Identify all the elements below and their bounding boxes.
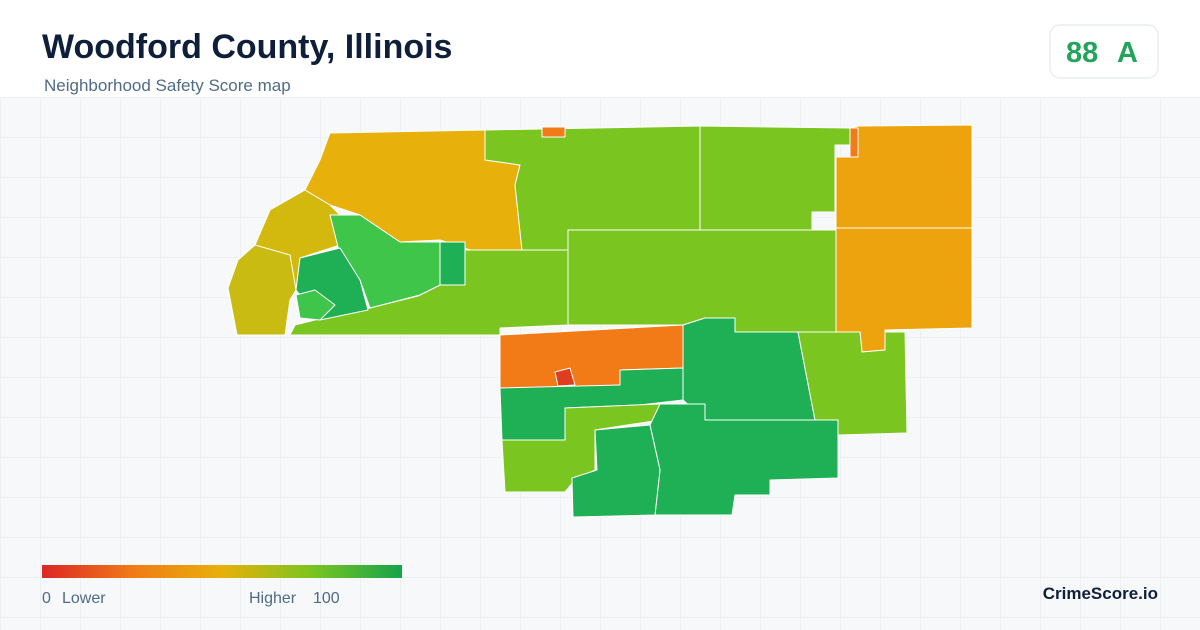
brand: CrimeScore.io [1043, 584, 1158, 603]
score-box [1049, 24, 1159, 79]
region [554, 367, 576, 387]
legend-min-label: Lower [62, 590, 106, 607]
legend-max: 100 [313, 590, 340, 607]
score-grade: A [1117, 37, 1138, 69]
title: Woodford County, Illinois [42, 28, 452, 66]
region [849, 127, 859, 158]
score-value: 88 [1066, 37, 1098, 69]
region [541, 126, 566, 138]
region [571, 424, 661, 518]
region [439, 241, 466, 286]
header-background [0, 0, 1200, 97]
legend-min: 0 [42, 590, 51, 607]
legend-scale [42, 565, 402, 578]
legend-max-label: Higher [249, 590, 297, 607]
region [295, 289, 336, 321]
region [567, 229, 837, 333]
county-map [227, 124, 973, 518]
subtitle: Neighborhood Safety Score map [44, 76, 291, 95]
